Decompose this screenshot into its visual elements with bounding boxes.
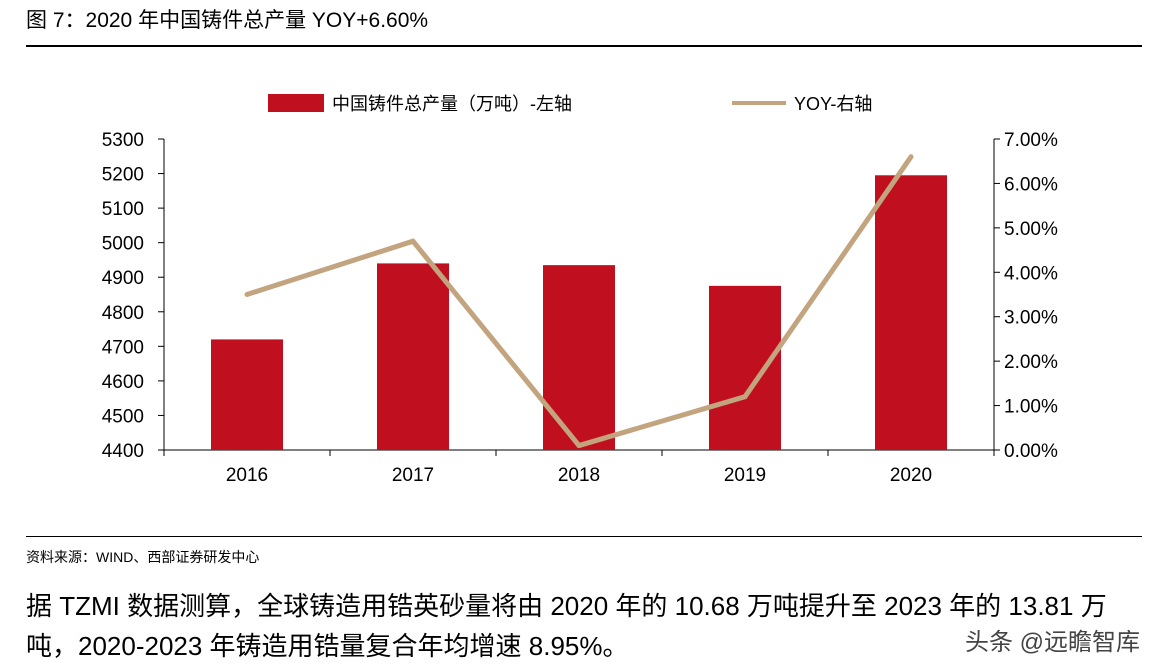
bar <box>377 263 449 450</box>
x-axis-tick-label: 2017 <box>392 465 434 486</box>
left-axis-tick-label: 4700 <box>102 337 144 358</box>
top-rule <box>26 45 1142 47</box>
x-axis-tick-label: 2016 <box>226 465 268 486</box>
right-axis-tick-label: 1.00% <box>1004 397 1058 418</box>
left-axis-tick-label: 4800 <box>102 303 144 324</box>
yoy-point <box>244 292 250 297</box>
legend-bar-swatch <box>268 94 324 112</box>
x-axis-tick-label: 2020 <box>890 465 932 486</box>
x-axis-tick-label: 2018 <box>558 465 600 486</box>
legend: 中国铸件总产量（万吨）-左轴 YOY-右轴 <box>268 94 872 114</box>
right-axis-tick-label: 6.00% <box>1004 174 1058 195</box>
legend-bar-label: 中国铸件总产量（万吨）-左轴 <box>332 94 572 114</box>
right-axis-tick-label: 7.00% <box>1004 130 1058 151</box>
right-axis-tick-label: 4.00% <box>1004 263 1058 284</box>
right-axis-tick-label: 5.00% <box>1004 219 1058 240</box>
figure-title: 图 7：2020 年中国铸件总产量 YOY+6.60% <box>26 9 429 32</box>
line-series <box>244 154 914 449</box>
left-axis-tick-label: 4600 <box>102 372 144 393</box>
left-axis-tick-label: 5000 <box>102 234 144 255</box>
right-axis-tick-label: 0.00% <box>1004 441 1058 462</box>
left-axis-tick-label: 4400 <box>102 441 144 462</box>
x-axis-tick-label: 2019 <box>724 465 766 486</box>
chart: 中国铸件总产量（万吨）-左轴 YOY-右轴 4400 4500 4600 4700 48… <box>102 94 1058 486</box>
right-axis-tick-label: 3.00% <box>1004 308 1058 329</box>
left-axis-tick-label: 5200 <box>102 165 144 186</box>
left-axis-tick-label: 5300 <box>102 130 144 151</box>
watermark: 头条 @远瞻智库 <box>964 629 1140 656</box>
left-axis-tick-label: 5100 <box>102 199 144 220</box>
source-note: 资料来源：WIND、西部证券研发中心 <box>26 549 260 565</box>
right-axis-tick-label: 2.00% <box>1004 352 1058 373</box>
yoy-point <box>576 443 582 449</box>
axis-labels: 4400 4500 4600 4700 4800 4900 5000 5100 5200 5300… <box>102 130 1058 486</box>
left-axis-tick-label: 4500 <box>102 406 144 427</box>
bar <box>543 265 615 450</box>
left-axis-tick-label: 4900 <box>102 268 144 289</box>
bar-series <box>211 175 947 451</box>
bar <box>211 339 283 450</box>
bar <box>709 285 781 450</box>
bottom-rule <box>26 536 1142 537</box>
body-paragraph: 据 TZMI 数据测算，全球铸造用锆英砂量将由 2020 年的 10.68 万吨… <box>26 591 1107 661</box>
bar <box>875 175 947 451</box>
yoy-point <box>742 394 748 400</box>
yoy-point <box>410 238 416 244</box>
yoy-point <box>908 154 914 160</box>
legend-line-label: YOY-右轴 <box>794 94 872 114</box>
